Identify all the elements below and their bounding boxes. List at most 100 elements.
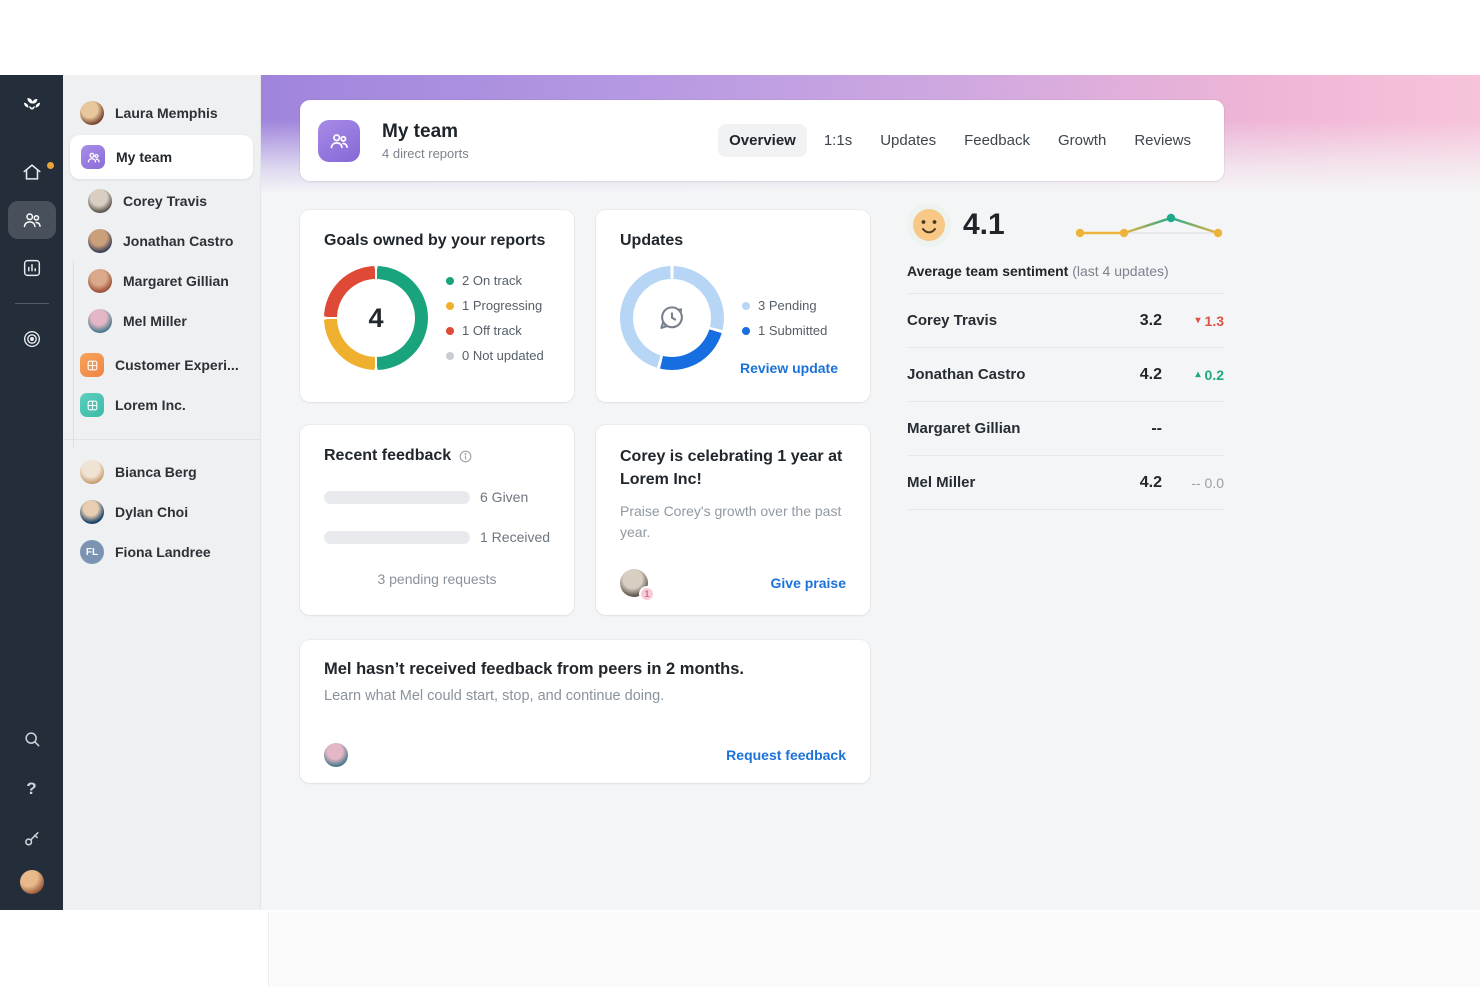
gray-dot-icon [446, 351, 454, 360]
chat-clock-icon [620, 266, 724, 370]
celebration-title: Corey is celebrating 1 year at Lorem Inc… [620, 448, 843, 489]
avatar [88, 269, 112, 293]
nav-rail: ? [0, 75, 63, 910]
sidebar-item-org[interactable]: Customer Experi... [63, 345, 260, 385]
goals-card: Goals owned by your reports 4 2 On track… [300, 210, 574, 402]
sidebar-item-peer[interactable]: Dylan Choi [63, 492, 260, 532]
rail-analytics-icon[interactable] [8, 249, 56, 287]
person-name: Laura Memphis [115, 105, 218, 121]
legend-item-on-track: 2 On track [446, 273, 544, 288]
avatar [324, 743, 348, 767]
updates-card: Updates 3 Pending 1 Submitted R [596, 210, 870, 402]
goals-donut-chart: 4 [324, 266, 428, 370]
org-name: Lorem Inc. [115, 397, 186, 413]
goals-card-title: Goals owned by your reports [324, 232, 546, 249]
sidebar-item-peer[interactable]: FL Fiona Landree [63, 532, 260, 572]
tab-feedback[interactable]: Feedback [964, 132, 1030, 149]
updates-card-title: Updates [620, 232, 684, 249]
sidebar-item-report[interactable]: Margaret Gillian [63, 261, 260, 301]
feedback-card-title: Recent feedback [324, 447, 452, 464]
avatar [80, 101, 104, 125]
banner-title: Mel hasn’t received feedback from peers … [324, 660, 744, 678]
triangle-down-icon: ▾ [1195, 314, 1201, 326]
sentiment-label: Average team sentiment (last 4 updates) [907, 263, 1169, 279]
goals-total: 4 [368, 302, 384, 333]
org-grid-icon [80, 353, 104, 377]
avatar [80, 460, 104, 484]
sidebar-item-org[interactable]: Lorem Inc. [63, 385, 260, 425]
legend-item-pending: 3 Pending [742, 298, 827, 313]
sentiment-rows: Corey Travis 3.2 ▾ 1.3 Jonathan Castro 4.… [907, 293, 1224, 510]
rail-team-icon[interactable] [7, 201, 56, 239]
sentiment-row[interactable]: Mel Miller 4.2 -- 0.0 [907, 456, 1224, 510]
sidebar-item-label: My team [116, 149, 173, 165]
tree-indent-line [73, 261, 74, 447]
red-dot-icon [446, 326, 454, 335]
tab-overview[interactable]: Overview [718, 124, 807, 157]
sidebar-item-report[interactable]: Jonathan Castro [63, 221, 260, 261]
request-feedback-link[interactable]: Request feedback [726, 747, 846, 763]
sentiment-row[interactable]: Jonathan Castro 4.2 ▴ 0.2 [907, 348, 1224, 402]
sidebar-item-manager[interactable]: Laura Memphis [63, 93, 260, 133]
brand-logo-icon[interactable] [19, 93, 45, 115]
feedback-received-bar: 1 Received [324, 529, 550, 545]
triangle-up-icon: ▴ [1195, 368, 1201, 380]
review-update-link[interactable]: Review update [739, 360, 838, 376]
legend-item-progressing: 1 Progressing [446, 298, 544, 313]
avatar [88, 189, 112, 213]
banner-body: Learn what Mel could start, stop, and co… [324, 688, 665, 704]
org-name: Customer Experi... [115, 357, 239, 373]
feedback-banner-card: Mel hasn’t received feedback from peers … [300, 640, 870, 783]
person-name: Jonathan Castro [123, 233, 234, 249]
help-icon[interactable]: ? [26, 779, 37, 798]
sidebar-item-report[interactable]: Corey Travis [63, 181, 260, 221]
sentiment-row[interactable]: Corey Travis 3.2 ▾ 1.3 [907, 294, 1224, 348]
yellow-dot-icon [446, 301, 454, 310]
updates-donut-chart [620, 266, 724, 370]
legend-item-not-updated: 0 Not updated [446, 348, 544, 363]
person-name: Fiona Landree [115, 544, 211, 560]
recent-feedback-card: Recent feedback 6 Given 1 Received 3 pen… [300, 425, 574, 615]
tab-updates[interactable]: Updates [880, 132, 937, 149]
avatar [88, 309, 112, 333]
sidebar-item-report[interactable]: Mel Miller [63, 301, 260, 341]
rail-goals-icon[interactable] [8, 320, 56, 358]
pending-requests-text: 3 pending requests [377, 571, 497, 587]
info-icon[interactable] [458, 449, 473, 464]
sentiment-row[interactable]: Margaret Gillian -- [907, 402, 1224, 456]
sidebar-item-peer[interactable]: Bianca Berg [63, 452, 260, 492]
admin-key-icon[interactable] [8, 820, 56, 858]
sentiment-emoji-icon [907, 203, 951, 247]
avatar [88, 229, 112, 253]
team-header-icon [318, 119, 360, 162]
current-user-avatar[interactable] [19, 870, 44, 894]
person-name: Bianca Berg [115, 464, 197, 480]
sentiment-panel: 4.1 [907, 203, 1224, 510]
sentiment-sparkline-chart [1072, 206, 1224, 244]
avatar: 1 [620, 569, 655, 602]
sidebar-item-my-team[interactable]: My team [70, 135, 253, 179]
sidebar-divider [63, 439, 260, 440]
updates-legend: 3 Pending 1 Submitted [742, 298, 827, 338]
celebration-body: Praise Corey's growth over the past year… [620, 503, 842, 541]
bottom-strip [268, 912, 1480, 987]
page-subtitle: 4 direct reports [382, 145, 469, 161]
goals-legend: 2 On track 1 Progressing 1 Off track 0 N… [446, 273, 544, 363]
search-icon[interactable] [8, 720, 56, 758]
tab-reviews[interactable]: Reviews [1134, 132, 1191, 149]
page-title: My team [382, 120, 459, 142]
green-dot-icon [446, 276, 454, 285]
rail-bottom: ? [8, 720, 56, 910]
person-name: Corey Travis [123, 193, 208, 209]
celebration-card: Corey is celebrating 1 year at Lorem Inc… [596, 425, 870, 615]
feedback-given-bar: 6 Given [324, 489, 550, 505]
org-grid-icon [80, 393, 104, 417]
blue-dot-icon [742, 326, 750, 335]
home-notification-dot [46, 162, 54, 169]
person-name: Dylan Choi [115, 504, 189, 520]
tab-1-1s[interactable]: 1:1s [823, 132, 853, 149]
tab-growth[interactable]: Growth [1057, 132, 1107, 149]
give-praise-link[interactable]: Give praise [770, 575, 847, 591]
rail-home-icon[interactable] [8, 153, 56, 191]
